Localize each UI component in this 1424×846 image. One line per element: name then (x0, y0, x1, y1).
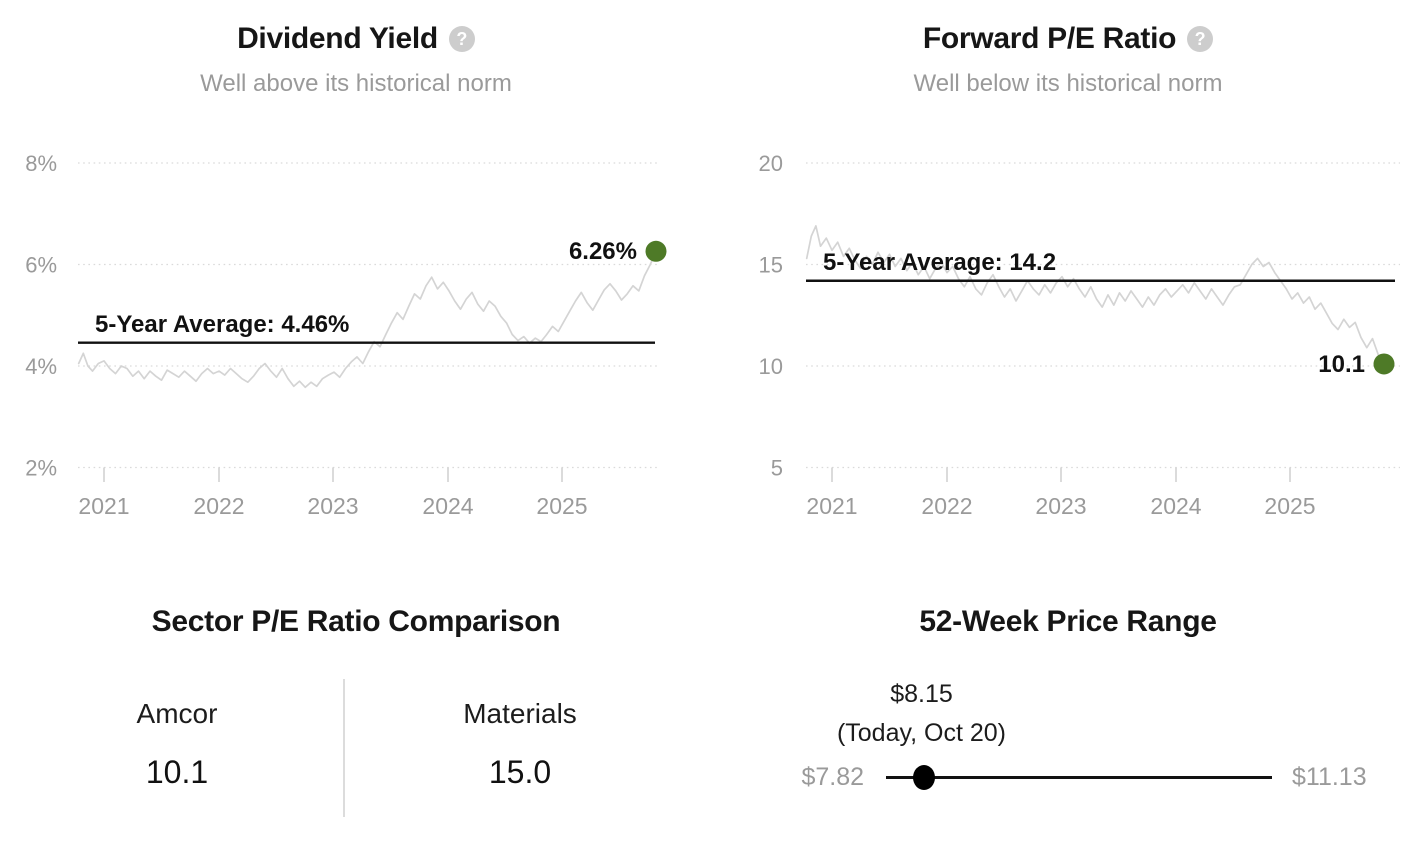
sector-pe-value: 15.0 (488, 754, 552, 790)
price-range-title: 52-Week Price Range (919, 605, 1217, 638)
question-mark-icon[interactable]: ? (1187, 26, 1214, 52)
sector-name: Materials (463, 698, 577, 729)
company-pe-value: 10.1 (145, 754, 209, 790)
x-tick-label: 2023 (307, 493, 358, 519)
dividend-yield-header: Dividend Yield ? (0, 22, 712, 56)
sector-pe-comparison-panel: Sector P/E Ratio Comparison Amcor 10.1 M… (0, 560, 712, 846)
current-value-label: 6.26% (569, 238, 637, 265)
dividend-yield-subtitle: Well above its historical norm (200, 70, 512, 97)
forward-pe-chart: 20 15 10 5 2021 2022 2023 2024 2025 5-Year Averag… (759, 151, 1400, 519)
price-range-panel: 52-Week Price Range $8.15 (Today, Oct 20… (712, 560, 1424, 846)
current-value-label: 10.1 (1318, 351, 1365, 378)
y-tick-label: 2% (25, 456, 57, 481)
current-value-dot (645, 240, 667, 262)
x-tick-label: 2022 (921, 493, 972, 519)
x-tick-label: 2024 (1150, 493, 1201, 519)
series-line (77, 250, 657, 389)
x-tick-label: 2023 (1035, 493, 1086, 519)
y-tick-label: 5 (771, 456, 783, 481)
top-row: Dividend Yield ? Well above its historic… (0, 0, 1424, 560)
x-tick-label: 2024 (422, 493, 473, 519)
series-line (805, 225, 1385, 365)
x-tick-label: 2021 (806, 493, 857, 519)
range-high-label: $11.13 (1292, 763, 1367, 791)
question-mark-icon[interactable]: ? (448, 26, 475, 52)
y-tick-label: 8% (25, 151, 57, 176)
y-tick-label: 6% (25, 253, 57, 278)
y-tick-label: 15 (759, 253, 783, 278)
dividend-yield-title: Dividend Yield (237, 22, 438, 55)
forward-pe-panel: Forward P/E Ratio ? Well below its histo… (712, 0, 1424, 560)
x-tick-label: 2025 (536, 493, 587, 519)
dividend-yield-chart: 8% 6% 4% 2% 2021 2022 2023 2024 2025 5-Year Avera… (25, 151, 667, 519)
sector-pe-comparison-title: Sector P/E Ratio Comparison (151, 605, 561, 638)
average-line-label: 5-Year Average: 14.2 (823, 249, 1056, 276)
current-value-dot (1373, 353, 1395, 375)
forward-pe-header: Forward P/E Ratio ? (712, 22, 1424, 56)
bottom-row: Sector P/E Ratio Comparison Amcor 10.1 M… (0, 560, 1424, 846)
y-tick-label: 20 (759, 151, 783, 176)
y-tick-label: 4% (25, 354, 57, 379)
price-range-handle[interactable] (913, 765, 936, 790)
average-line-label: 5-Year Average: 4.46% (95, 311, 349, 338)
y-tick-label: 10 (759, 354, 783, 379)
range-low-label: $7.82 (801, 763, 864, 791)
x-tick-label: 2022 (193, 493, 244, 519)
column-divider (343, 679, 345, 817)
x-tick-label: 2021 (78, 493, 129, 519)
price-range-track[interactable] (886, 776, 1272, 779)
current-price-date-label: (Today, Oct 20) (836, 719, 1006, 747)
x-tick-label: 2025 (1264, 493, 1315, 519)
company-name: Amcor (136, 698, 218, 729)
forward-pe-subtitle: Well below its historical norm (913, 70, 1223, 97)
forward-pe-title: Forward P/E Ratio (922, 22, 1177, 55)
dividend-yield-panel: Dividend Yield ? Well above its historic… (0, 0, 712, 560)
current-price-label: $8.15 (890, 680, 953, 708)
